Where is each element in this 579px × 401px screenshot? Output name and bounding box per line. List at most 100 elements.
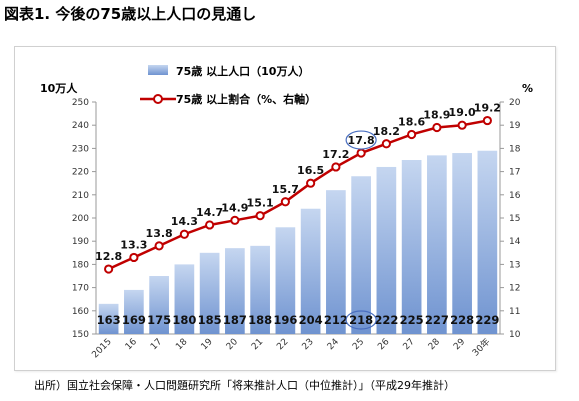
- bar: [401, 160, 422, 334]
- line-point: [457, 120, 467, 130]
- bar-value-label: 218: [349, 313, 373, 327]
- y-tick-label-left: 180: [72, 260, 89, 270]
- x-tick-label: 26: [376, 337, 391, 352]
- bar: [174, 264, 195, 334]
- bar-value-label: 227: [425, 313, 449, 327]
- bar: [250, 245, 270, 334]
- x-tick-label: 20: [225, 337, 240, 352]
- line-point: [432, 122, 442, 133]
- bar: [326, 190, 346, 334]
- bar: [225, 248, 245, 334]
- y-tick-label-left: 210: [72, 191, 89, 201]
- line-value-label: 14.9: [221, 201, 248, 214]
- line-value-label: 14.3: [171, 215, 198, 228]
- data-labels: 163 169 175 180 185 187 188 196 204 212 218 222 225 2…: [95, 102, 501, 330]
- x-tick-label: 19: [200, 337, 215, 352]
- y-tick-label-left: 250: [72, 98, 89, 108]
- bar: [124, 289, 144, 334]
- bar-value-label: 196: [273, 313, 297, 327]
- y-tick-label-left: 200: [72, 214, 89, 224]
- bars: [98, 150, 498, 334]
- bar-value-label: 188: [248, 313, 272, 327]
- y-tick-label-right: 16: [509, 191, 521, 201]
- line-point: [129, 252, 139, 263]
- chart-title: 図表1. 今後の75歳以上人口の見通し: [4, 5, 257, 23]
- x-tick-label: 17: [149, 337, 164, 352]
- line-value-label: 18.9: [423, 109, 450, 122]
- highlight-population-ellipse: [345, 310, 377, 330]
- line-point: [381, 139, 391, 149]
- y-axis-right-title: %: [522, 82, 533, 95]
- source-note: 出所）国立社会保障・人口問題研究所「将来推計人口（中位推計）」（平成29年推計）: [34, 379, 455, 392]
- bar-value-label: 180: [172, 313, 196, 327]
- x-tick-label: 29: [452, 337, 467, 352]
- y-tick-label-right: 20: [509, 98, 521, 108]
- bar-value-label: 225: [400, 313, 424, 327]
- line-point: [356, 148, 366, 158]
- bar: [477, 150, 498, 334]
- line-value-label: 19.0: [449, 106, 476, 119]
- line-point: [280, 197, 290, 207]
- chart-frame: [14, 46, 556, 371]
- line-value-label: 18.2: [373, 125, 400, 138]
- bar-value-label: 169: [122, 313, 146, 327]
- y-tick-label-right: 13: [509, 260, 520, 270]
- x-tick-label: 18: [174, 337, 189, 352]
- bar: [376, 166, 397, 334]
- legend-bar-label: 75歳 以上人口（10万人）: [176, 64, 309, 78]
- x-tick-label: 30年: [470, 336, 493, 359]
- bar-value-label: 228: [450, 313, 474, 327]
- bar: [300, 208, 321, 334]
- y-tick-label-left: 160: [72, 307, 89, 317]
- line-value-label: 15.1: [247, 197, 274, 210]
- line-point: [179, 229, 189, 239]
- y-tick-label-left: 190: [72, 237, 89, 247]
- y-tick-label-left: 220: [72, 168, 89, 178]
- y-tick-label-right: 10: [509, 330, 521, 340]
- x-tick-label: 22: [275, 337, 290, 352]
- line-point: [482, 115, 492, 126]
- line-point: [407, 129, 417, 140]
- line-point: [104, 264, 114, 274]
- y-tick-label-left: 230: [72, 144, 89, 154]
- y-tick-label-right: 14: [509, 237, 521, 247]
- bar-value-label: 175: [147, 313, 171, 327]
- bar: [98, 303, 119, 334]
- line-value-label: 17.2: [322, 148, 349, 161]
- bar-value-label: 204: [299, 313, 323, 327]
- y-tick-label-right: 11: [509, 307, 520, 317]
- y-tick-label-right: 12: [509, 284, 520, 294]
- bar: [275, 227, 296, 334]
- line-value-label: 17.8: [348, 134, 375, 147]
- bar-value-label: 185: [198, 313, 222, 327]
- x-tick-label: 2015: [90, 337, 113, 360]
- line-point: [306, 178, 316, 188]
- bar-value-label: 163: [97, 313, 121, 327]
- legend-line-label: 75歳 以上割合（%、右軸）: [176, 92, 316, 106]
- x-tick-label: 16: [124, 337, 139, 352]
- y-tick-label-right: 18: [509, 144, 521, 154]
- line-value-label: 16.5: [297, 164, 324, 177]
- line-value-label: 18.6: [398, 115, 425, 128]
- y-axis-left-title: 10万人: [40, 81, 78, 95]
- y-tick-label-right: 15: [509, 214, 520, 224]
- legend: 75歳 以上人口（10万人） 75歳 以上割合（%、右軸）: [140, 64, 316, 106]
- y-tick-label-left: 150: [72, 330, 89, 340]
- line-path: [108, 119, 488, 271]
- y-tick-label-left: 170: [72, 284, 89, 294]
- bar-value-label: 187: [223, 313, 247, 327]
- x-tick-label: 28: [427, 337, 442, 352]
- line-point: [154, 241, 164, 251]
- y-tick-label-right: 19: [509, 121, 521, 131]
- y-tick-label-right: 17: [509, 168, 520, 178]
- line-point: [230, 215, 240, 225]
- x-tick-label: 21: [250, 337, 265, 352]
- line-value-label: 19.2: [474, 102, 501, 115]
- bar: [149, 276, 169, 334]
- line-value-label: 13.8: [146, 227, 173, 240]
- line-point: [331, 162, 341, 172]
- line-point: [255, 211, 265, 221]
- highlight-percent-ellipse: [345, 130, 377, 150]
- bar: [199, 252, 220, 334]
